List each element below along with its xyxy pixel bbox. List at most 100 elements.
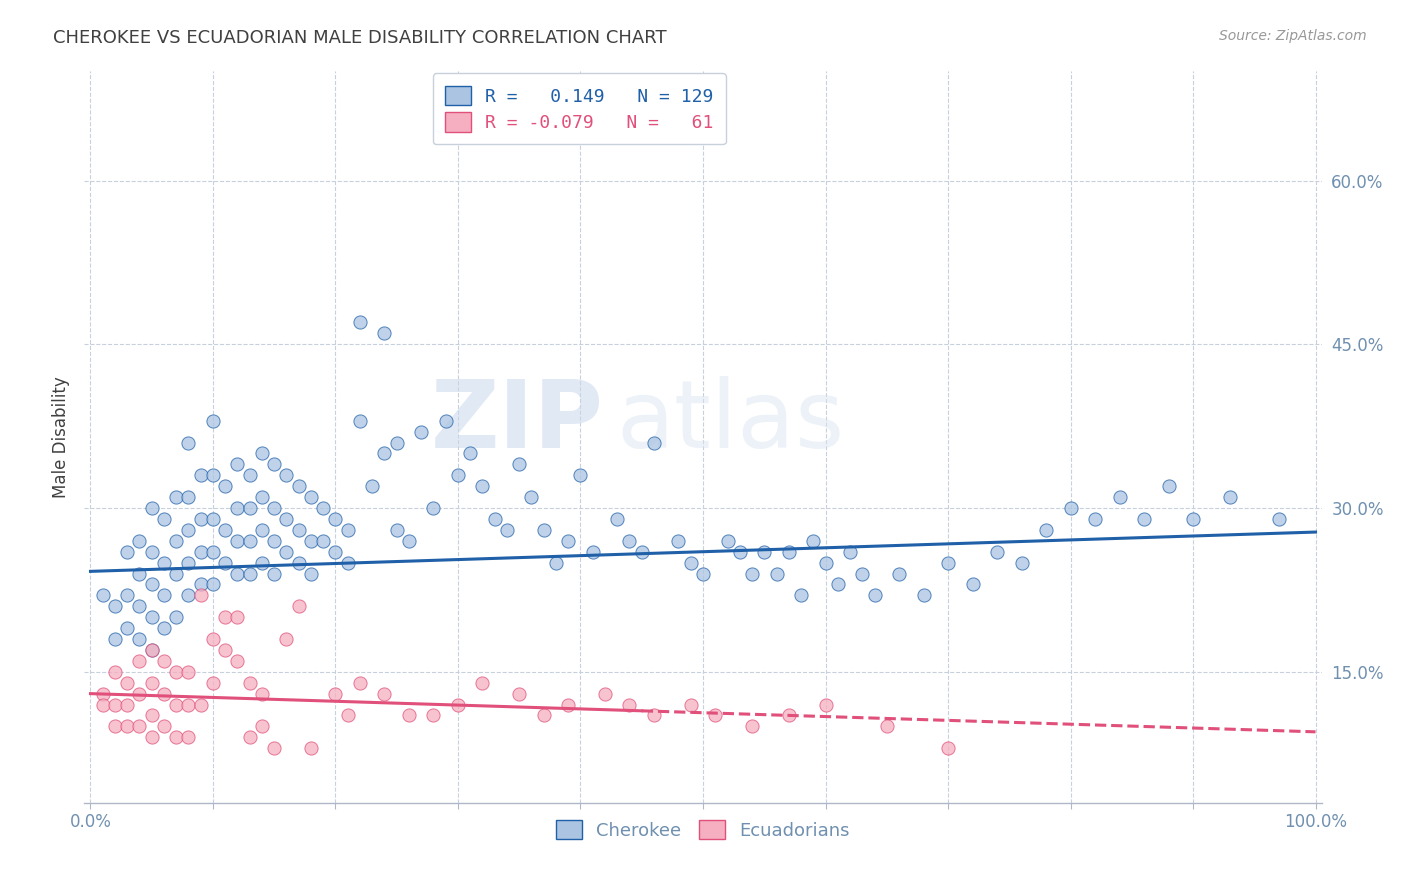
Point [411, 425, 433, 439]
Point [239, 566, 262, 581]
Point [153, 654, 176, 668]
Point [115, 719, 138, 733]
Point [1268, 512, 1291, 526]
Point [876, 719, 898, 733]
Point [128, 632, 150, 646]
Point [287, 599, 309, 614]
Point [128, 654, 150, 668]
Point [814, 698, 837, 712]
Point [250, 556, 273, 570]
Point [299, 490, 322, 504]
Point [790, 588, 813, 602]
Point [128, 566, 150, 581]
Point [165, 698, 187, 712]
Point [385, 435, 408, 450]
Point [434, 414, 457, 428]
Point [373, 446, 395, 460]
Point [177, 731, 200, 745]
Point [141, 708, 163, 723]
Point [226, 458, 249, 472]
Point [190, 588, 212, 602]
Point [141, 577, 163, 591]
Point [643, 435, 665, 450]
Point [863, 588, 886, 602]
Point [936, 556, 959, 570]
Point [312, 533, 335, 548]
Point [801, 533, 824, 548]
Point [250, 719, 273, 733]
Point [226, 501, 249, 516]
Point [447, 698, 470, 712]
Point [276, 545, 298, 559]
Point [91, 687, 114, 701]
Point [1011, 556, 1033, 570]
Point [887, 566, 910, 581]
Point [741, 719, 763, 733]
Point [201, 468, 224, 483]
Point [851, 566, 873, 581]
Point [239, 468, 262, 483]
Point [226, 610, 249, 624]
Point [250, 687, 273, 701]
Point [458, 446, 481, 460]
Point [226, 533, 249, 548]
Point [128, 533, 150, 548]
Point [398, 533, 420, 548]
Point [349, 414, 371, 428]
Point [619, 533, 641, 548]
Point [692, 566, 714, 581]
Point [557, 698, 579, 712]
Point [643, 708, 665, 723]
Point [153, 687, 176, 701]
Point [936, 741, 959, 756]
Point [201, 512, 224, 526]
Point [986, 545, 1008, 559]
Text: ZIP: ZIP [432, 376, 605, 468]
Point [165, 566, 187, 581]
Point [336, 523, 359, 537]
Point [569, 468, 592, 483]
Point [679, 698, 702, 712]
Point [165, 533, 187, 548]
Point [201, 414, 224, 428]
Point [276, 468, 298, 483]
Point [115, 588, 138, 602]
Point [373, 687, 395, 701]
Point [336, 556, 359, 570]
Point [91, 588, 114, 602]
Point [679, 556, 702, 570]
Point [177, 588, 200, 602]
Point [177, 435, 200, 450]
Point [484, 512, 506, 526]
Point [115, 545, 138, 559]
Point [201, 545, 224, 559]
Point [104, 665, 127, 679]
Point [814, 556, 837, 570]
Point [349, 315, 371, 329]
Point [471, 675, 494, 690]
Point [165, 731, 187, 745]
Point [201, 675, 224, 690]
Point [177, 698, 200, 712]
Point [177, 490, 200, 504]
Point [325, 512, 347, 526]
Point [1084, 512, 1107, 526]
Point [287, 479, 309, 493]
Point [115, 675, 138, 690]
Point [115, 621, 138, 635]
Point [630, 545, 652, 559]
Text: CHEROKEE VS ECUADORIAN MALE DISABILITY CORRELATION CHART: CHEROKEE VS ECUADORIAN MALE DISABILITY C… [53, 29, 666, 46]
Point [312, 501, 335, 516]
Y-axis label: Male Disability: Male Disability [52, 376, 70, 498]
Point [263, 458, 285, 472]
Point [214, 523, 236, 537]
Point [250, 523, 273, 537]
Point [214, 556, 236, 570]
Point [765, 566, 787, 581]
Point [239, 731, 262, 745]
Point [912, 588, 935, 602]
Point [582, 545, 605, 559]
Point [741, 566, 763, 581]
Point [128, 719, 150, 733]
Point [778, 708, 800, 723]
